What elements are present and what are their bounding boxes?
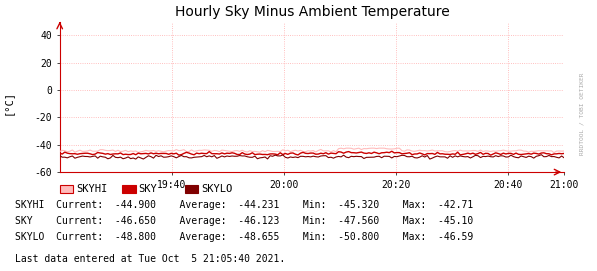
Text: SKYHI: SKYHI xyxy=(76,184,107,194)
Text: SKY: SKY xyxy=(139,184,157,194)
Text: RRDTOOL / TOBI OETIKER: RRDTOOL / TOBI OETIKER xyxy=(580,73,584,155)
Text: SKYHI  Current:  -44.900    Average:  -44.231    Min:  -45.320    Max:  -42.71: SKYHI Current: -44.900 Average: -44.231 … xyxy=(15,200,473,209)
Text: Last data entered at Tue Oct  5 21:05:40 2021.: Last data entered at Tue Oct 5 21:05:40 … xyxy=(15,254,285,264)
Text: SKYLO  Current:  -48.800    Average:  -48.655    Min:  -50.800    Max:  -46.59: SKYLO Current: -48.800 Average: -48.655 … xyxy=(15,232,473,242)
Text: SKY    Current:  -46.650    Average:  -46.123    Min:  -47.560    Max:  -45.10: SKY Current: -46.650 Average: -46.123 Mi… xyxy=(15,216,473,226)
Text: SKYLO: SKYLO xyxy=(201,184,232,194)
Title: Hourly Sky Minus Ambient Temperature: Hourly Sky Minus Ambient Temperature xyxy=(174,5,450,19)
Text: [°C]: [°C] xyxy=(3,91,13,115)
